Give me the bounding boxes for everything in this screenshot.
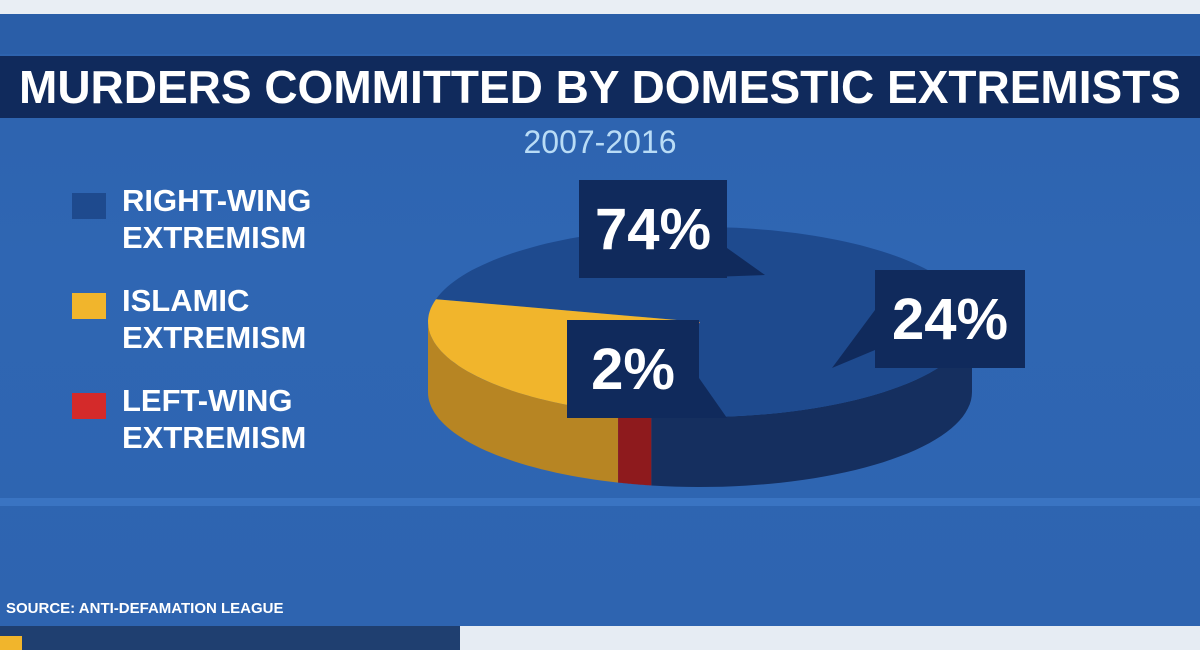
title-bar: MURDERS COMMITTED BY DOMESTIC EXTREMISTS (0, 56, 1200, 118)
top-band (0, 14, 1200, 54)
source-note: SOURCE: ANTI-DEFAMATION LEAGUE (6, 600, 284, 617)
pie-slice-right-wing (436, 227, 972, 417)
legend-label-line: EXTREMISM (122, 220, 307, 255)
legend-item-islamic: ISLAMIC EXTREMISM (72, 282, 402, 382)
legend-swatch-islamic (72, 293, 106, 319)
top-strip (0, 0, 1200, 14)
data-label-left-wing: 2% (591, 337, 675, 402)
data-label-right-wing: 74% (595, 197, 711, 262)
callout-tail-islamic (832, 310, 875, 368)
legend: RIGHT-WING EXTREMISM ISLAMIC EXTREMISM L… (72, 182, 402, 482)
callout-tail-left-wing (699, 378, 727, 418)
chart-subtitle: 2007-2016 (523, 124, 677, 160)
legend-label-line: LEFT-WING (122, 383, 293, 418)
legend-item-right-wing: RIGHT-WING EXTREMISM (72, 182, 402, 282)
pie-side-left-wing (618, 412, 652, 486)
bottom-strip (0, 626, 1200, 650)
chart-title: MURDERS COMMITTED BY DOMESTIC EXTREMISTS (19, 61, 1181, 113)
data-label-islamic: 24% (892, 287, 1008, 352)
legend-item-left-wing: LEFT-WING EXTREMISM (72, 382, 402, 482)
pie-side-right-wing (651, 322, 972, 487)
callout-box-left-wing (567, 320, 699, 418)
legend-label-left-wing: LEFT-WING EXTREMISM (122, 382, 402, 456)
legend-swatch-left-wing (72, 393, 106, 419)
callout-box-right-wing (579, 180, 727, 278)
legend-label-islamic: ISLAMIC EXTREMISM (122, 282, 402, 356)
legend-label-line: EXTREMISM (122, 420, 307, 455)
legend-label-line: RIGHT-WING (122, 183, 312, 218)
callout-box-islamic (875, 270, 1025, 368)
lower-band (0, 498, 1200, 506)
bottom-strip-accent (0, 636, 22, 650)
pie-side-islamic (428, 322, 619, 483)
legend-label-line: ISLAMIC (122, 283, 250, 318)
legend-label-line: EXTREMISM (122, 320, 307, 355)
legend-swatch-right-wing (72, 193, 106, 219)
bottom-strip-dark (0, 626, 460, 650)
legend-label-right-wing: RIGHT-WING EXTREMISM (122, 182, 402, 256)
